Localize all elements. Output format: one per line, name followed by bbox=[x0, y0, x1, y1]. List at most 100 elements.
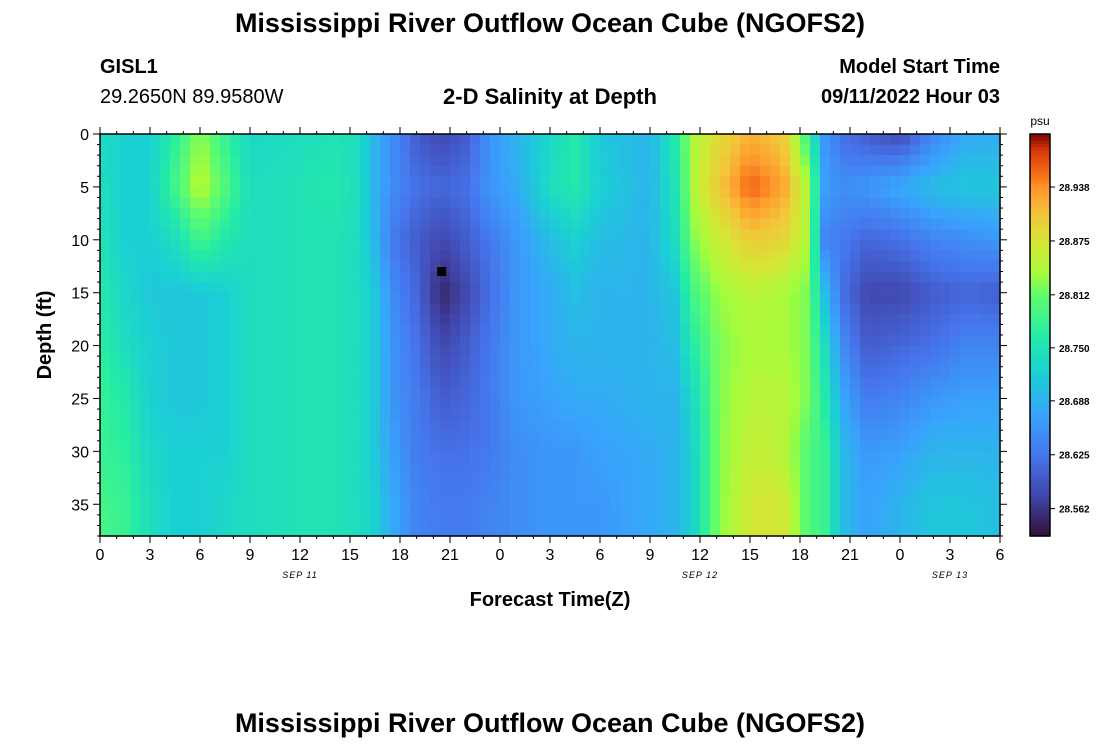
heatmap-cell bbox=[880, 409, 891, 421]
heatmap-cell bbox=[590, 387, 601, 400]
heatmap-cell bbox=[290, 461, 301, 474]
heatmap-cell bbox=[620, 387, 631, 400]
heatmap-cell bbox=[260, 282, 271, 294]
heatmap-cell bbox=[700, 176, 711, 188]
heatmap-cell bbox=[300, 176, 311, 188]
heatmap-cell bbox=[520, 197, 531, 209]
heatmap-cell bbox=[450, 440, 461, 452]
heatmap-cell bbox=[200, 525, 211, 537]
colorbar-segment bbox=[1030, 308, 1050, 313]
heatmap-cell bbox=[110, 451, 121, 463]
heatmap-cell bbox=[330, 292, 341, 304]
heatmap-cell bbox=[720, 451, 731, 463]
heatmap-cell bbox=[470, 461, 481, 474]
heatmap-cell bbox=[140, 514, 151, 527]
heatmap-cell bbox=[610, 250, 621, 262]
heatmap-cell bbox=[790, 313, 801, 326]
heatmap-cell bbox=[150, 387, 161, 400]
heatmap-cell bbox=[150, 472, 161, 484]
heatmap-cell bbox=[560, 356, 571, 368]
heatmap-cell bbox=[900, 461, 911, 474]
heatmap-cell bbox=[360, 335, 371, 347]
heatmap-cell bbox=[480, 186, 491, 199]
heatmap-cell bbox=[240, 461, 251, 474]
heatmap-cell bbox=[780, 144, 791, 156]
heatmap-cell bbox=[620, 483, 631, 495]
heatmap-cell bbox=[970, 208, 981, 220]
heatmap-cell bbox=[360, 313, 371, 326]
heatmap-cell bbox=[870, 144, 881, 156]
heatmap-cell bbox=[730, 313, 741, 326]
heatmap-cell bbox=[820, 260, 831, 273]
heatmap-cell bbox=[540, 451, 551, 463]
heatmap-cell bbox=[910, 504, 921, 516]
heatmap-cell bbox=[760, 472, 771, 484]
heatmap-cell bbox=[390, 345, 401, 357]
heatmap-cell bbox=[880, 250, 891, 262]
heatmap-cell bbox=[720, 409, 731, 421]
heatmap-cell bbox=[540, 419, 551, 431]
heatmap-cell bbox=[990, 335, 1001, 347]
heatmap-cell bbox=[150, 144, 161, 156]
heatmap-cell bbox=[790, 387, 801, 400]
heatmap-cell bbox=[810, 377, 821, 389]
heatmap-cell bbox=[950, 451, 961, 463]
heatmap-cell bbox=[500, 229, 511, 241]
heatmap-cell bbox=[480, 472, 491, 484]
heatmap-cell bbox=[380, 155, 391, 167]
heatmap-cell bbox=[810, 208, 821, 220]
heatmap-cell bbox=[540, 472, 551, 484]
heatmap-cell bbox=[290, 356, 301, 368]
heatmap-cell bbox=[710, 419, 721, 431]
heatmap-cell bbox=[600, 398, 611, 410]
heatmap-cell bbox=[250, 282, 261, 294]
heatmap-cell bbox=[650, 292, 661, 304]
heatmap-cell bbox=[490, 356, 501, 368]
heatmap-cell bbox=[300, 134, 311, 146]
heatmap-cell bbox=[150, 324, 161, 336]
heatmap-cell bbox=[790, 493, 801, 505]
heatmap-cell bbox=[620, 419, 631, 431]
heatmap-cell bbox=[880, 472, 891, 484]
heatmap-cell bbox=[890, 324, 901, 336]
heatmap-cell bbox=[230, 440, 241, 452]
heatmap-cell bbox=[870, 155, 881, 167]
heatmap-cell bbox=[100, 483, 111, 495]
heatmap-cell bbox=[370, 345, 381, 357]
heatmap-cell bbox=[140, 440, 151, 452]
heatmap-cell bbox=[720, 144, 731, 156]
heatmap-cell bbox=[870, 282, 881, 294]
heatmap-cell bbox=[270, 134, 281, 146]
heatmap-cell bbox=[930, 239, 941, 251]
heatmap-cell bbox=[740, 483, 751, 495]
heatmap-cell bbox=[760, 451, 771, 463]
heatmap-cell bbox=[820, 197, 831, 209]
heatmap-cell bbox=[880, 197, 891, 209]
heatmap-cell bbox=[270, 292, 281, 304]
heatmap-cell bbox=[210, 165, 221, 177]
heatmap-cell bbox=[600, 260, 611, 273]
heatmap-cell bbox=[510, 165, 521, 177]
heatmap-cell bbox=[130, 335, 141, 347]
heatmap-cell bbox=[370, 186, 381, 199]
heatmap-cell bbox=[440, 176, 451, 188]
heatmap-cell bbox=[660, 335, 671, 347]
heatmap-cell bbox=[530, 377, 541, 389]
heatmap-cell bbox=[120, 292, 131, 304]
heatmap-cell bbox=[610, 271, 621, 283]
heatmap-cell bbox=[680, 377, 691, 389]
heatmap-cell bbox=[910, 409, 921, 421]
heatmap-cell bbox=[340, 324, 351, 336]
heatmap-cell bbox=[510, 461, 521, 474]
heatmap-cell bbox=[260, 197, 271, 209]
colorbar-segment bbox=[1030, 519, 1050, 524]
heatmap-cell bbox=[570, 440, 581, 452]
heatmap-cell bbox=[810, 176, 821, 188]
heatmap-cell bbox=[150, 271, 161, 283]
heatmap-cell bbox=[900, 366, 911, 378]
heatmap-cell bbox=[940, 155, 951, 167]
heatmap-cell bbox=[100, 239, 111, 251]
heatmap-cell bbox=[200, 165, 211, 177]
heatmap-cell bbox=[470, 134, 481, 146]
heatmap-cell bbox=[660, 208, 671, 220]
